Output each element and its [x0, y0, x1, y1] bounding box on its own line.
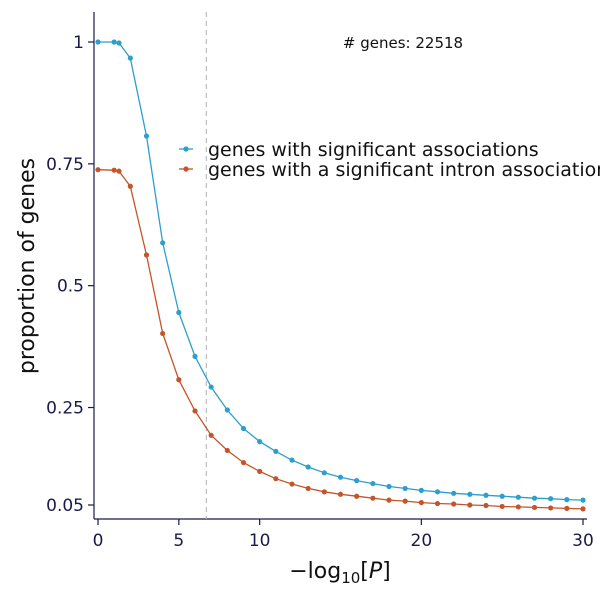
y-tick-label: 0.5 — [57, 277, 84, 297]
data-point — [240, 425, 247, 432]
data-point — [95, 39, 101, 45]
series-group — [95, 39, 586, 512]
data-point — [580, 497, 586, 503]
x-tick-label: 20 — [411, 531, 433, 551]
gene-count-annotation: # genes: 22518 — [343, 34, 463, 52]
series-1 — [95, 39, 586, 503]
data-point — [564, 497, 570, 503]
data-point — [451, 490, 457, 496]
data-point — [289, 457, 295, 463]
data-point — [548, 496, 554, 502]
data-point — [176, 309, 182, 316]
data-point — [224, 407, 230, 413]
data-point — [499, 493, 505, 499]
axes — [93, 12, 587, 520]
data-point — [208, 432, 214, 438]
data-point — [257, 439, 263, 445]
y-ticks: 0.05 0.25 0.5 0.75 1 — [46, 33, 94, 516]
data-point — [257, 468, 263, 474]
data-point — [564, 505, 570, 512]
data-point — [143, 252, 150, 258]
data-point — [321, 470, 327, 476]
data-point — [483, 492, 489, 498]
data-point — [402, 485, 408, 492]
data-point — [337, 491, 344, 497]
data-point — [548, 505, 554, 511]
data-point — [176, 377, 182, 383]
data-point — [192, 353, 198, 359]
data-point — [337, 474, 344, 480]
legend-label: genes with significant associations — [208, 139, 539, 161]
data-point — [531, 495, 538, 501]
legend-marker — [183, 146, 189, 152]
data-point — [224, 447, 230, 454]
data-point — [273, 476, 279, 482]
data-point — [354, 478, 360, 484]
data-point — [127, 55, 133, 61]
legend-label: genes with a significant intron associat… — [208, 159, 600, 181]
series-line — [98, 41, 584, 501]
data-point — [116, 40, 122, 46]
data-point — [580, 506, 586, 512]
data-point — [467, 502, 473, 508]
data-point — [434, 500, 441, 507]
data-point — [111, 167, 117, 173]
x-tick-label: 10 — [249, 531, 271, 551]
data-point — [418, 499, 424, 506]
x-tick-label: 0 — [93, 531, 104, 551]
data-point — [289, 481, 295, 487]
legend-marker — [183, 166, 189, 172]
data-point — [531, 504, 538, 511]
data-point — [127, 183, 133, 189]
y-tick-label: 0.25 — [46, 399, 84, 419]
legend-item: genes with significant associations — [179, 139, 539, 161]
x-axis-title-prefix: −log — [289, 559, 341, 584]
data-point — [467, 491, 473, 497]
data-point — [192, 408, 198, 414]
data-point — [386, 483, 392, 490]
data-point — [208, 384, 214, 390]
series-line — [97, 169, 584, 510]
x-ticks: 0 5 10 20 30 — [93, 519, 594, 551]
data-point — [116, 168, 122, 174]
data-point — [321, 489, 327, 495]
y-tick-label: 1 — [73, 33, 84, 53]
data-point — [95, 167, 101, 173]
data-point — [273, 448, 279, 454]
data-point — [305, 485, 311, 492]
data-point — [240, 459, 247, 466]
data-point — [354, 493, 360, 499]
data-point — [143, 133, 150, 139]
data-point — [111, 39, 117, 45]
x-tick-label: 30 — [572, 531, 594, 551]
data-point — [370, 495, 376, 501]
data-point — [499, 503, 505, 510]
data-point — [370, 480, 376, 487]
data-point — [386, 497, 392, 503]
x-axis-title-variable: P — [369, 559, 383, 584]
data-point — [451, 501, 457, 507]
data-point — [305, 464, 311, 470]
data-point — [402, 498, 408, 504]
x-axis-title: −log10[P] — [289, 559, 391, 587]
legend-item: genes with a significant intron associat… — [179, 159, 600, 181]
series-2 — [95, 167, 586, 512]
x-axis-title-subscript: 10 — [341, 569, 360, 587]
y-tick-label: 0.05 — [46, 496, 84, 516]
data-point — [483, 502, 489, 509]
data-point — [418, 487, 424, 493]
data-point — [434, 489, 441, 495]
data-point — [515, 504, 521, 510]
y-tick-label: 0.75 — [46, 155, 84, 175]
data-point — [160, 240, 166, 246]
legend: genes with significant associationsgenes… — [179, 139, 600, 181]
data-point — [160, 330, 166, 337]
x-tick-label: 5 — [173, 531, 184, 551]
y-axis-title: proportion of genes — [15, 158, 40, 374]
data-point — [515, 494, 521, 500]
